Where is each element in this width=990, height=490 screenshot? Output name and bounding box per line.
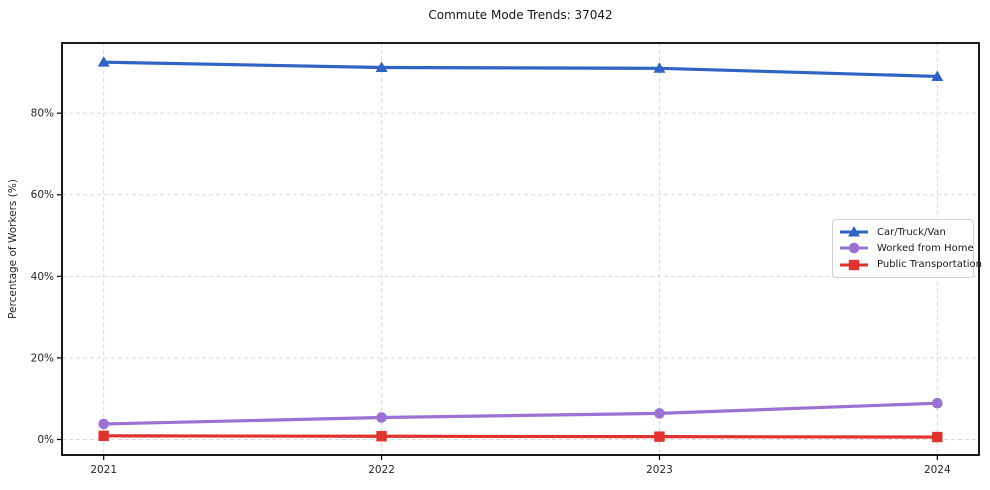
series-circle — [98, 397, 943, 430]
triangle-marker-icon — [375, 61, 388, 72]
x-tick-label: 2022 — [368, 464, 395, 476]
legend-line-circle-marker-icon — [840, 243, 868, 254]
legend-item-worked-from-home: Worked from Home — [839, 240, 974, 256]
y-axis-label: Percentage of Workers (%) — [7, 179, 19, 319]
legend-line-triangle-marker-icon — [840, 226, 868, 237]
x-tick-label: 2024 — [924, 464, 951, 476]
triangle-marker-icon — [653, 62, 666, 73]
x-tick-label: 2021 — [90, 464, 117, 476]
legend-label: Public Transportation — [877, 259, 982, 271]
triangle-marker-icon — [848, 226, 860, 237]
chart-title: Commute Mode Trends: 37042 — [428, 8, 613, 22]
triangle-marker-icon — [97, 56, 110, 67]
square-marker-icon — [932, 431, 943, 443]
y-tick-label: 40% — [31, 271, 54, 283]
legend-label: Worked from Home — [877, 242, 974, 254]
circle-marker-icon — [932, 397, 943, 409]
square-marker-icon — [376, 431, 387, 442]
plot-generated: 0% 20% 40% 60% 80% 2021 2022 2023 2024 — [31, 42, 980, 476]
legend: Car/Truck/Van Worked from Home Public Tr… — [832, 219, 982, 278]
square-marker-icon — [848, 259, 860, 271]
legend-item-public-transportation: Public Transportation — [839, 257, 982, 273]
axes-spines — [61, 42, 980, 456]
series-line — [102, 401, 939, 426]
y-tick-label: 80% — [31, 108, 54, 120]
y-tick-label: 20% — [31, 352, 54, 364]
y-tick-label: 60% — [31, 189, 54, 201]
triangle-marker-icon — [931, 70, 944, 81]
circle-marker-icon — [98, 418, 109, 430]
y-tick-label: 0% — [37, 434, 54, 446]
circle-marker-icon — [654, 408, 665, 419]
square-marker-icon — [98, 430, 109, 442]
x-tick-label: 2023 — [646, 464, 673, 476]
series-line — [102, 434, 939, 439]
series-triangle — [97, 56, 944, 81]
legend-line-square-marker-icon — [840, 259, 868, 271]
circle-marker-icon — [376, 412, 387, 423]
ticks: 0% 20% 40% 60% 80% 2021 2022 2023 2024 — [31, 108, 951, 476]
legend-label: Car/Truck/Van — [877, 226, 946, 238]
series-square — [98, 430, 943, 443]
legend-item-car-truck-van: Car/Truck/Van — [839, 224, 967, 240]
circle-marker-icon — [848, 243, 860, 254]
series-line — [102, 60, 939, 79]
square-marker-icon — [654, 431, 665, 442]
gridlines — [62, 43, 979, 455]
